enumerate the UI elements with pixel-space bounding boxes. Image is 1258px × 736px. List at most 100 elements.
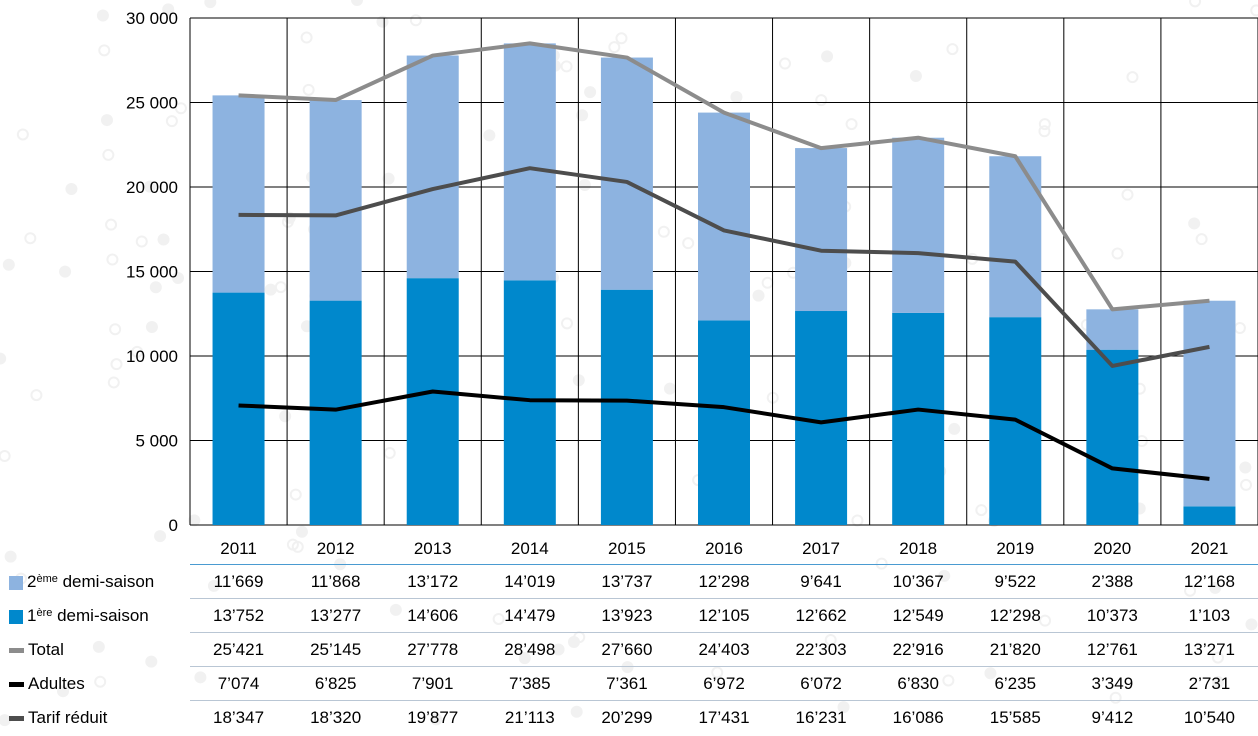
table-value: 10’540 <box>1183 708 1235 727</box>
table-value: 3’349 <box>1091 674 1134 693</box>
background-dot <box>204 0 217 9</box>
background-dot <box>106 253 119 266</box>
line-total <box>238 41 1210 312</box>
table-value: 14’479 <box>504 606 556 625</box>
table-value: 14’019 <box>504 572 556 591</box>
background-dot <box>1126 71 1139 84</box>
table-separator <box>190 564 1258 565</box>
background-dot <box>131 345 144 358</box>
background-dot <box>1039 614 1052 627</box>
table-value: 11’669 <box>213 572 264 591</box>
bar-1ere-demi-saison <box>892 312 945 525</box>
x-tick-label: 2017 <box>802 539 840 558</box>
y-tick-label: 15 000 <box>126 263 178 282</box>
table-value: 17’431 <box>698 708 750 727</box>
table-value: 28’498 <box>504 640 556 659</box>
background-dot <box>851 514 864 527</box>
legend-swatch-reduit <box>9 716 24 722</box>
background-dot <box>154 530 167 543</box>
table-value: 13’737 <box>601 572 653 591</box>
background-dot <box>264 283 277 296</box>
background-dot <box>109 323 122 336</box>
background-dot <box>300 31 313 44</box>
background-dot <box>778 57 791 70</box>
background-dot <box>518 652 531 665</box>
background-dot <box>98 44 111 57</box>
background-dot <box>711 666 724 679</box>
background-dot <box>1250 4 1258 17</box>
background-dot <box>30 389 43 402</box>
background-dot <box>1121 188 1134 201</box>
background-dot <box>845 118 858 131</box>
background-dot <box>1240 478 1253 491</box>
table-value: 10’367 <box>892 572 944 591</box>
background-dot <box>1189 0 1202 8</box>
table-value: 21’113 <box>504 708 555 727</box>
table-value: 19’877 <box>407 708 459 727</box>
background-dot <box>621 661 634 674</box>
x-tick-label: 2011 <box>220 539 257 558</box>
background-dot <box>824 634 837 647</box>
x-tick-label: 2019 <box>996 539 1034 558</box>
background-dot <box>1038 125 1051 138</box>
background-dot <box>608 41 621 54</box>
background-dot <box>875 557 888 570</box>
background-dot <box>102 148 115 161</box>
table-row-first: 1ère demi-saison 13’752 13’277 14’606 14’479… <box>0 599 1258 633</box>
table-value: 9’522 <box>994 572 1037 591</box>
bar-2eme-demi-saison <box>892 137 945 313</box>
table-row-total: Total 25’421 25’145 27’778 28’498 27’660 24’40… <box>0 633 1258 667</box>
table-value: 22’916 <box>892 640 944 659</box>
table-value: 22’303 <box>795 640 847 659</box>
background-dot <box>560 60 573 73</box>
legend-swatch-first <box>9 609 23 624</box>
row-divider <box>190 666 1258 667</box>
table-value: 2’731 <box>1188 674 1231 693</box>
background-dot <box>682 237 695 250</box>
row-divider <box>190 632 1258 633</box>
background-dot <box>821 50 834 63</box>
background-dot <box>105 218 118 231</box>
table-value: 14’606 <box>407 606 459 625</box>
bar-2eme-demi-saison <box>212 95 265 293</box>
background-dot <box>576 109 589 122</box>
legend-swatch-second <box>9 575 23 590</box>
background-dot <box>815 94 828 107</box>
table-row-adultes: Adultes 7’074 6’825 7’901 7’385 7’361 6’972 6’0… <box>0 667 1258 701</box>
background-dot <box>295 525 308 538</box>
background-dot <box>0 450 11 463</box>
table-value: 6’235 <box>994 674 1037 693</box>
table-value: 12’298 <box>989 606 1041 625</box>
data-table: 2ème demi-saison 11’669 11’868 13’172 14’019… <box>0 531 1258 736</box>
table-value: 16’086 <box>892 708 944 727</box>
background-dot <box>1195 233 1208 246</box>
bar-2eme-demi-saison <box>503 43 556 281</box>
table-value: 13’271 <box>1183 640 1235 659</box>
background-dot <box>483 129 496 142</box>
background-dot <box>16 128 29 141</box>
background-dot <box>383 447 396 460</box>
bars <box>212 43 1236 525</box>
table-row-second: 2ème demi-saison 11’669 11’868 13’172 14’019… <box>0 565 1258 599</box>
legend-swatch-total <box>9 648 24 654</box>
table-value: 10’373 <box>1086 606 1138 625</box>
background-dot <box>172 272 185 285</box>
legend-label-second: 2ème demi-saison <box>9 565 154 599</box>
table-value: 9’412 <box>1091 708 1134 727</box>
background-dot <box>909 69 922 82</box>
bar-1ere-demi-saison <box>600 289 653 525</box>
y-tick-label: 10 000 <box>126 347 178 366</box>
background-dot <box>663 382 676 395</box>
table-value: 24’403 <box>698 640 750 659</box>
y-tick-label: 5 000 <box>135 432 178 451</box>
background-dot <box>279 410 292 423</box>
table-value: 7’361 <box>606 674 648 693</box>
bar-2eme-demi-saison <box>406 55 459 279</box>
background-dot <box>207 579 220 592</box>
bar-1ere-demi-saison <box>698 320 750 525</box>
background-dot <box>984 667 997 680</box>
table-value: 13’277 <box>310 606 362 625</box>
y-tick-label: 30 000 <box>126 9 178 28</box>
background-dot <box>2 258 15 271</box>
background-dot <box>351 0 364 7</box>
